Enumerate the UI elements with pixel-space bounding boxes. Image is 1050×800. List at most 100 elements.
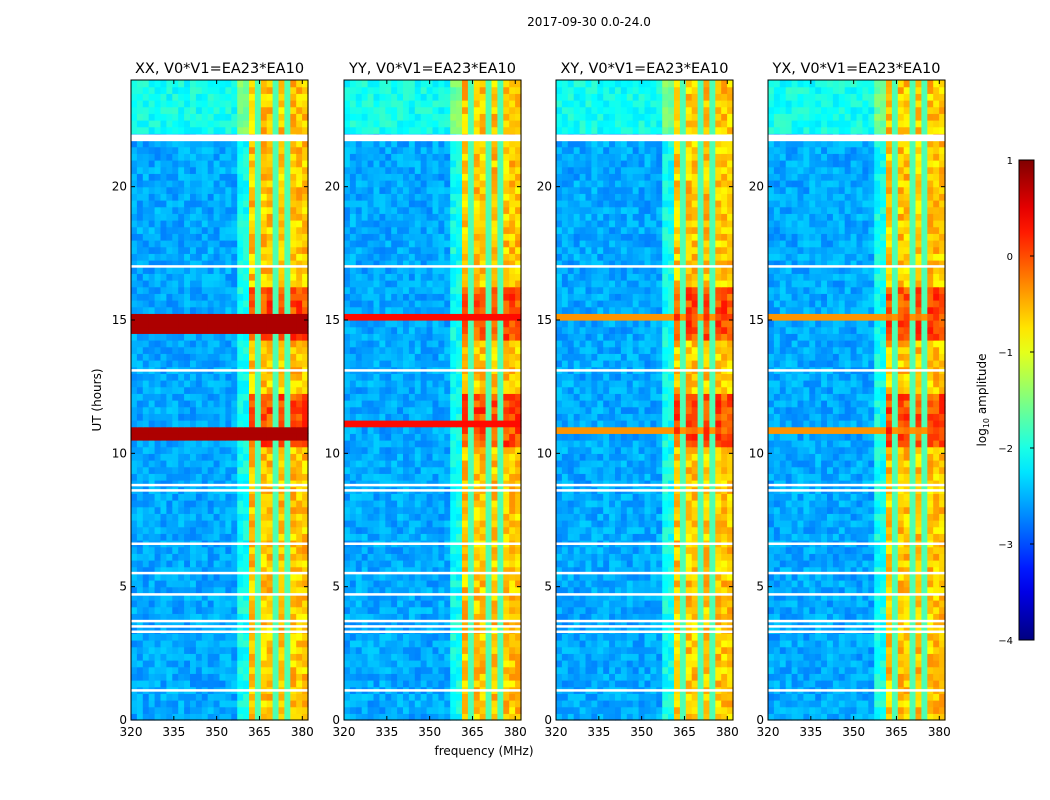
heatmap-cell bbox=[237, 380, 244, 388]
heatmap-cell bbox=[254, 400, 262, 408]
heatmap-cell bbox=[172, 633, 179, 641]
heatmap-cell bbox=[403, 433, 410, 441]
heatmap-cell bbox=[497, 360, 504, 368]
heatmap-cell bbox=[296, 246, 303, 254]
heatmap-cell bbox=[154, 360, 162, 368]
heatmap-cell bbox=[385, 320, 392, 328]
heatmap-cell bbox=[272, 560, 280, 568]
heatmap-cell bbox=[278, 666, 285, 674]
heatmap-cell bbox=[219, 493, 226, 501]
heatmap-cell bbox=[249, 280, 256, 288]
heatmap-cell bbox=[190, 346, 197, 354]
heatmap-cell bbox=[254, 646, 262, 654]
heatmap-cell bbox=[344, 613, 351, 621]
heatmap-cell bbox=[485, 286, 493, 294]
heatmap-cell bbox=[243, 553, 250, 561]
heatmap-cell bbox=[432, 440, 439, 448]
heatmap-cell bbox=[237, 146, 244, 154]
heatmap-cell bbox=[420, 633, 428, 641]
heatmap-cell bbox=[154, 86, 162, 94]
heatmap-cell bbox=[302, 146, 309, 154]
heatmap-cell bbox=[403, 606, 410, 614]
heatmap-cell bbox=[201, 220, 209, 228]
heatmap-cell bbox=[148, 473, 156, 481]
heatmap-cell bbox=[178, 653, 185, 661]
heatmap-cell bbox=[249, 186, 256, 194]
heatmap-cell bbox=[485, 333, 493, 341]
heatmap-cell bbox=[503, 400, 510, 408]
heatmap-cell bbox=[302, 680, 309, 688]
heatmap-cell bbox=[403, 573, 410, 581]
heatmap-cell bbox=[408, 553, 416, 561]
heatmap-cell bbox=[272, 440, 280, 448]
heatmap-cell bbox=[184, 493, 191, 501]
heatmap-cell bbox=[450, 700, 457, 708]
heatmap-cell bbox=[456, 293, 463, 301]
heatmap-cell bbox=[385, 293, 392, 301]
heatmap-cell bbox=[420, 466, 428, 474]
heatmap-cell bbox=[213, 193, 221, 201]
heatmap-cell bbox=[473, 560, 481, 568]
heatmap-cell bbox=[296, 126, 303, 134]
heatmap-cell bbox=[391, 553, 398, 561]
heatmap-cell bbox=[154, 413, 162, 421]
heatmap-cell bbox=[349, 340, 357, 348]
heatmap-cell bbox=[485, 480, 493, 488]
heatmap-cell bbox=[154, 460, 162, 468]
heatmap-cell bbox=[479, 706, 487, 714]
heatmap-cell bbox=[213, 253, 221, 261]
heatmap-cell bbox=[302, 313, 309, 321]
heatmap-cell bbox=[201, 400, 209, 408]
heatmap-cell bbox=[195, 473, 203, 481]
heatmap-cell bbox=[420, 526, 428, 534]
heatmap-cell bbox=[302, 393, 309, 401]
heatmap-cell bbox=[136, 480, 144, 488]
heatmap-cell bbox=[296, 713, 303, 721]
heatmap-cell bbox=[184, 640, 191, 648]
heatmap-cell bbox=[290, 86, 297, 94]
heatmap-cell bbox=[355, 680, 363, 688]
heatmap-cell bbox=[195, 420, 203, 428]
heatmap-cell bbox=[296, 386, 303, 394]
heatmap-cell bbox=[503, 640, 510, 648]
heatmap-cell bbox=[479, 513, 487, 521]
flagged-row bbox=[131, 689, 308, 692]
heatmap-cell bbox=[497, 280, 504, 288]
heatmap-cell bbox=[444, 706, 451, 714]
heatmap-cell bbox=[438, 593, 445, 601]
heatmap-cell bbox=[438, 620, 445, 628]
heatmap-cell bbox=[426, 413, 434, 421]
heatmap-cell bbox=[296, 620, 303, 628]
heatmap-cell bbox=[243, 233, 250, 241]
heatmap-cell bbox=[243, 513, 250, 521]
heatmap-cell bbox=[160, 293, 167, 301]
heatmap-cell bbox=[296, 546, 303, 554]
heatmap-cell bbox=[272, 260, 280, 268]
heatmap-cell bbox=[344, 566, 351, 574]
heatmap-cell bbox=[426, 320, 434, 328]
heatmap-cell bbox=[172, 606, 179, 614]
heatmap-cell bbox=[290, 480, 297, 488]
heatmap-cell bbox=[249, 640, 256, 648]
heatmap-cell bbox=[391, 440, 398, 448]
heatmap-cell bbox=[290, 440, 297, 448]
heatmap-cell bbox=[361, 433, 369, 441]
heatmap-cell bbox=[260, 593, 268, 601]
heatmap-cell bbox=[131, 220, 138, 228]
heatmap-cell bbox=[160, 253, 167, 261]
heatmap-cell bbox=[260, 100, 268, 108]
heatmap-cell bbox=[379, 286, 386, 294]
heatmap-cell bbox=[296, 640, 303, 648]
heatmap-cell bbox=[195, 280, 203, 288]
heatmap-cell bbox=[414, 300, 422, 308]
heatmap-cell bbox=[479, 680, 487, 688]
heatmap-cell bbox=[302, 520, 309, 528]
heatmap-cell bbox=[243, 586, 250, 594]
heatmap-cell bbox=[178, 413, 185, 421]
heatmap-cell bbox=[473, 353, 481, 361]
heatmap-cell bbox=[213, 513, 221, 521]
heatmap-cell bbox=[254, 473, 262, 481]
heatmap-cell bbox=[201, 573, 209, 581]
heatmap-cell bbox=[467, 413, 475, 421]
heatmap-cell bbox=[414, 493, 422, 501]
